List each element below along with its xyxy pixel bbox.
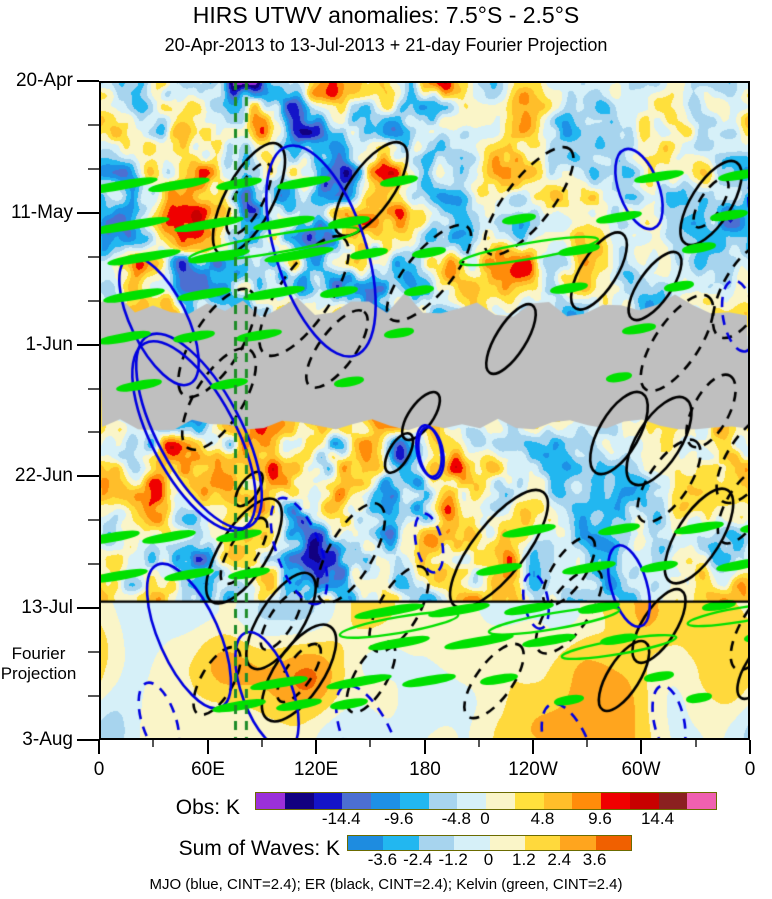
x-axis-tick: [207, 740, 209, 754]
colorbar-swatch: [428, 793, 458, 809]
colorbar-swatch: [313, 793, 343, 809]
x-axis-label: 60E: [191, 759, 225, 780]
colorbar-tick-label: -4.8: [441, 809, 471, 828]
colorbar-swatch: [595, 836, 631, 850]
y-axis-tick: [88, 124, 99, 126]
colorbar-swatch: [383, 836, 419, 850]
y-axis-label: 11-May: [11, 202, 73, 223]
x-axis-label: 180: [409, 759, 441, 780]
y-axis-tick: [88, 519, 99, 521]
colorbar-swatch: [454, 836, 490, 850]
x-axis-tick: [369, 740, 371, 747]
hovmoller-canvas: [99, 81, 750, 740]
hovmoller-plot: [99, 81, 750, 740]
colorbar-swatch: [687, 793, 716, 809]
y-axis-tick: [88, 695, 99, 697]
x-axis-label: 0: [93, 759, 105, 780]
colorbar-swatch: [524, 836, 561, 850]
colorbar-tick-label: 9.6: [588, 809, 612, 828]
colorbar-swatch: [342, 793, 371, 809]
colorbar-tick-label: -14.4: [321, 809, 361, 828]
colorbar-tick-label: -3.6: [367, 850, 398, 869]
colorbar-sum-of-waves: Sum of Waves: K -3.6 -2.4 -1.2 0 1.2 2.4 3.6: [0, 833, 772, 869]
x-axis-tick: [532, 740, 534, 754]
y-axis-tick: [77, 344, 99, 346]
y-axis-tick: [88, 388, 99, 390]
colorbar-label: Obs: K: [175, 796, 240, 819]
colorbar-swatch: [572, 793, 601, 809]
colorbar-swatch: [399, 793, 429, 809]
colorbar-obs: Obs: K -14.4 -9.6 -4.8 0 4.8 9.6 14.4: [0, 790, 772, 830]
y-axis-tick: [77, 212, 99, 214]
fourier-note-line1: Fourier: [11, 643, 66, 663]
colorbar-tick-label: 4.8: [530, 809, 555, 828]
y-axis-label: 22-Jun: [14, 465, 73, 486]
y-axis-tick: [88, 563, 99, 565]
x-axis-tick: [640, 740, 642, 754]
x-axis-tick: [261, 740, 263, 747]
x-axis-tick: [749, 740, 751, 754]
colorbar-swatch: [284, 793, 314, 809]
x-axis-tick: [695, 740, 697, 747]
x-axis-label: 120W: [508, 759, 558, 780]
y-axis-tick: [77, 739, 99, 741]
x-axis-tick: [424, 740, 426, 754]
y-axis-label: 1-Jun: [25, 334, 73, 355]
y-axis-tick: [88, 256, 99, 258]
x-axis-tick: [586, 740, 588, 747]
figure-caption: MJO (blue, CINT=2.4); ER (black, CINT=2.…: [149, 876, 623, 893]
colorbar-swatch: [457, 793, 486, 809]
x-axis-label: 60W: [621, 759, 661, 780]
y-axis-tick: [77, 475, 99, 477]
fourier-note-line2: Projection: [0, 663, 77, 683]
colorbar-tick-label: 2.4: [547, 850, 572, 869]
fourier-projection-note: Fourier Projection: [0, 644, 77, 684]
x-axis-label: 120E: [293, 759, 339, 780]
colorbar-tick-label: -1.2: [438, 850, 468, 869]
colorbar-swatch: [371, 793, 400, 809]
colorbar-tick-label: 1.2: [512, 850, 536, 869]
y-axis-tick: [88, 431, 99, 433]
y-axis-tick: [77, 80, 99, 82]
colorbar-swatch: [486, 793, 515, 809]
colorbar-swatches: [255, 792, 717, 810]
colorbar-swatch: [560, 836, 596, 850]
y-axis-tick: [88, 300, 99, 302]
colorbar-ticklabels: -3.6 -2.4 -1.2 0 1.2 2.4 3.6: [347, 850, 630, 870]
y-axis-tick: [77, 607, 99, 609]
colorbar-tick-label: 3.6: [582, 850, 607, 869]
colorbar-swatch: [514, 793, 544, 809]
colorbar-swatch: [629, 793, 659, 809]
x-axis-tick: [98, 740, 100, 754]
colorbar-ticklabels: -14.4 -9.6 -4.8 0 4.8 9.6 14.4: [255, 809, 715, 829]
x-axis-tick: [478, 740, 480, 747]
colorbar-swatch: [658, 793, 688, 809]
x-axis-tick: [152, 740, 154, 747]
colorbar-swatch: [489, 836, 525, 850]
x-axis-label: 0: [744, 759, 756, 780]
y-axis-label: 20-Apr: [15, 70, 73, 91]
y-axis-tick: [88, 651, 99, 653]
page-subtitle: 20-Apr-2013 to 13-Jul-2013 + 21-day Four…: [164, 35, 608, 55]
colorbar-swatch: [418, 836, 455, 850]
colorbar-label: Sum of Waves: K: [178, 837, 340, 860]
colorbar-tick-label: 0: [480, 809, 490, 828]
page-title: HIRS UTWV anomalies: 7.5°S - 2.5°S: [192, 2, 580, 28]
colorbar-swatch: [348, 836, 384, 850]
y-axis-label: 13-Jul: [21, 597, 73, 618]
colorbar-tick-label: 14.4: [640, 809, 675, 828]
x-axis-tick: [315, 740, 317, 754]
y-axis-tick: [88, 168, 99, 170]
colorbar-swatches: [347, 835, 632, 851]
colorbar-swatch: [601, 793, 630, 809]
colorbar-swatch: [256, 793, 285, 809]
colorbar-tick-label: -2.4: [403, 850, 433, 869]
colorbar-swatch: [543, 793, 573, 809]
y-axis-label: 3-Aug: [22, 729, 73, 750]
colorbar-tick-label: -9.6: [384, 809, 414, 828]
colorbar-tick-label: 0: [483, 850, 494, 869]
